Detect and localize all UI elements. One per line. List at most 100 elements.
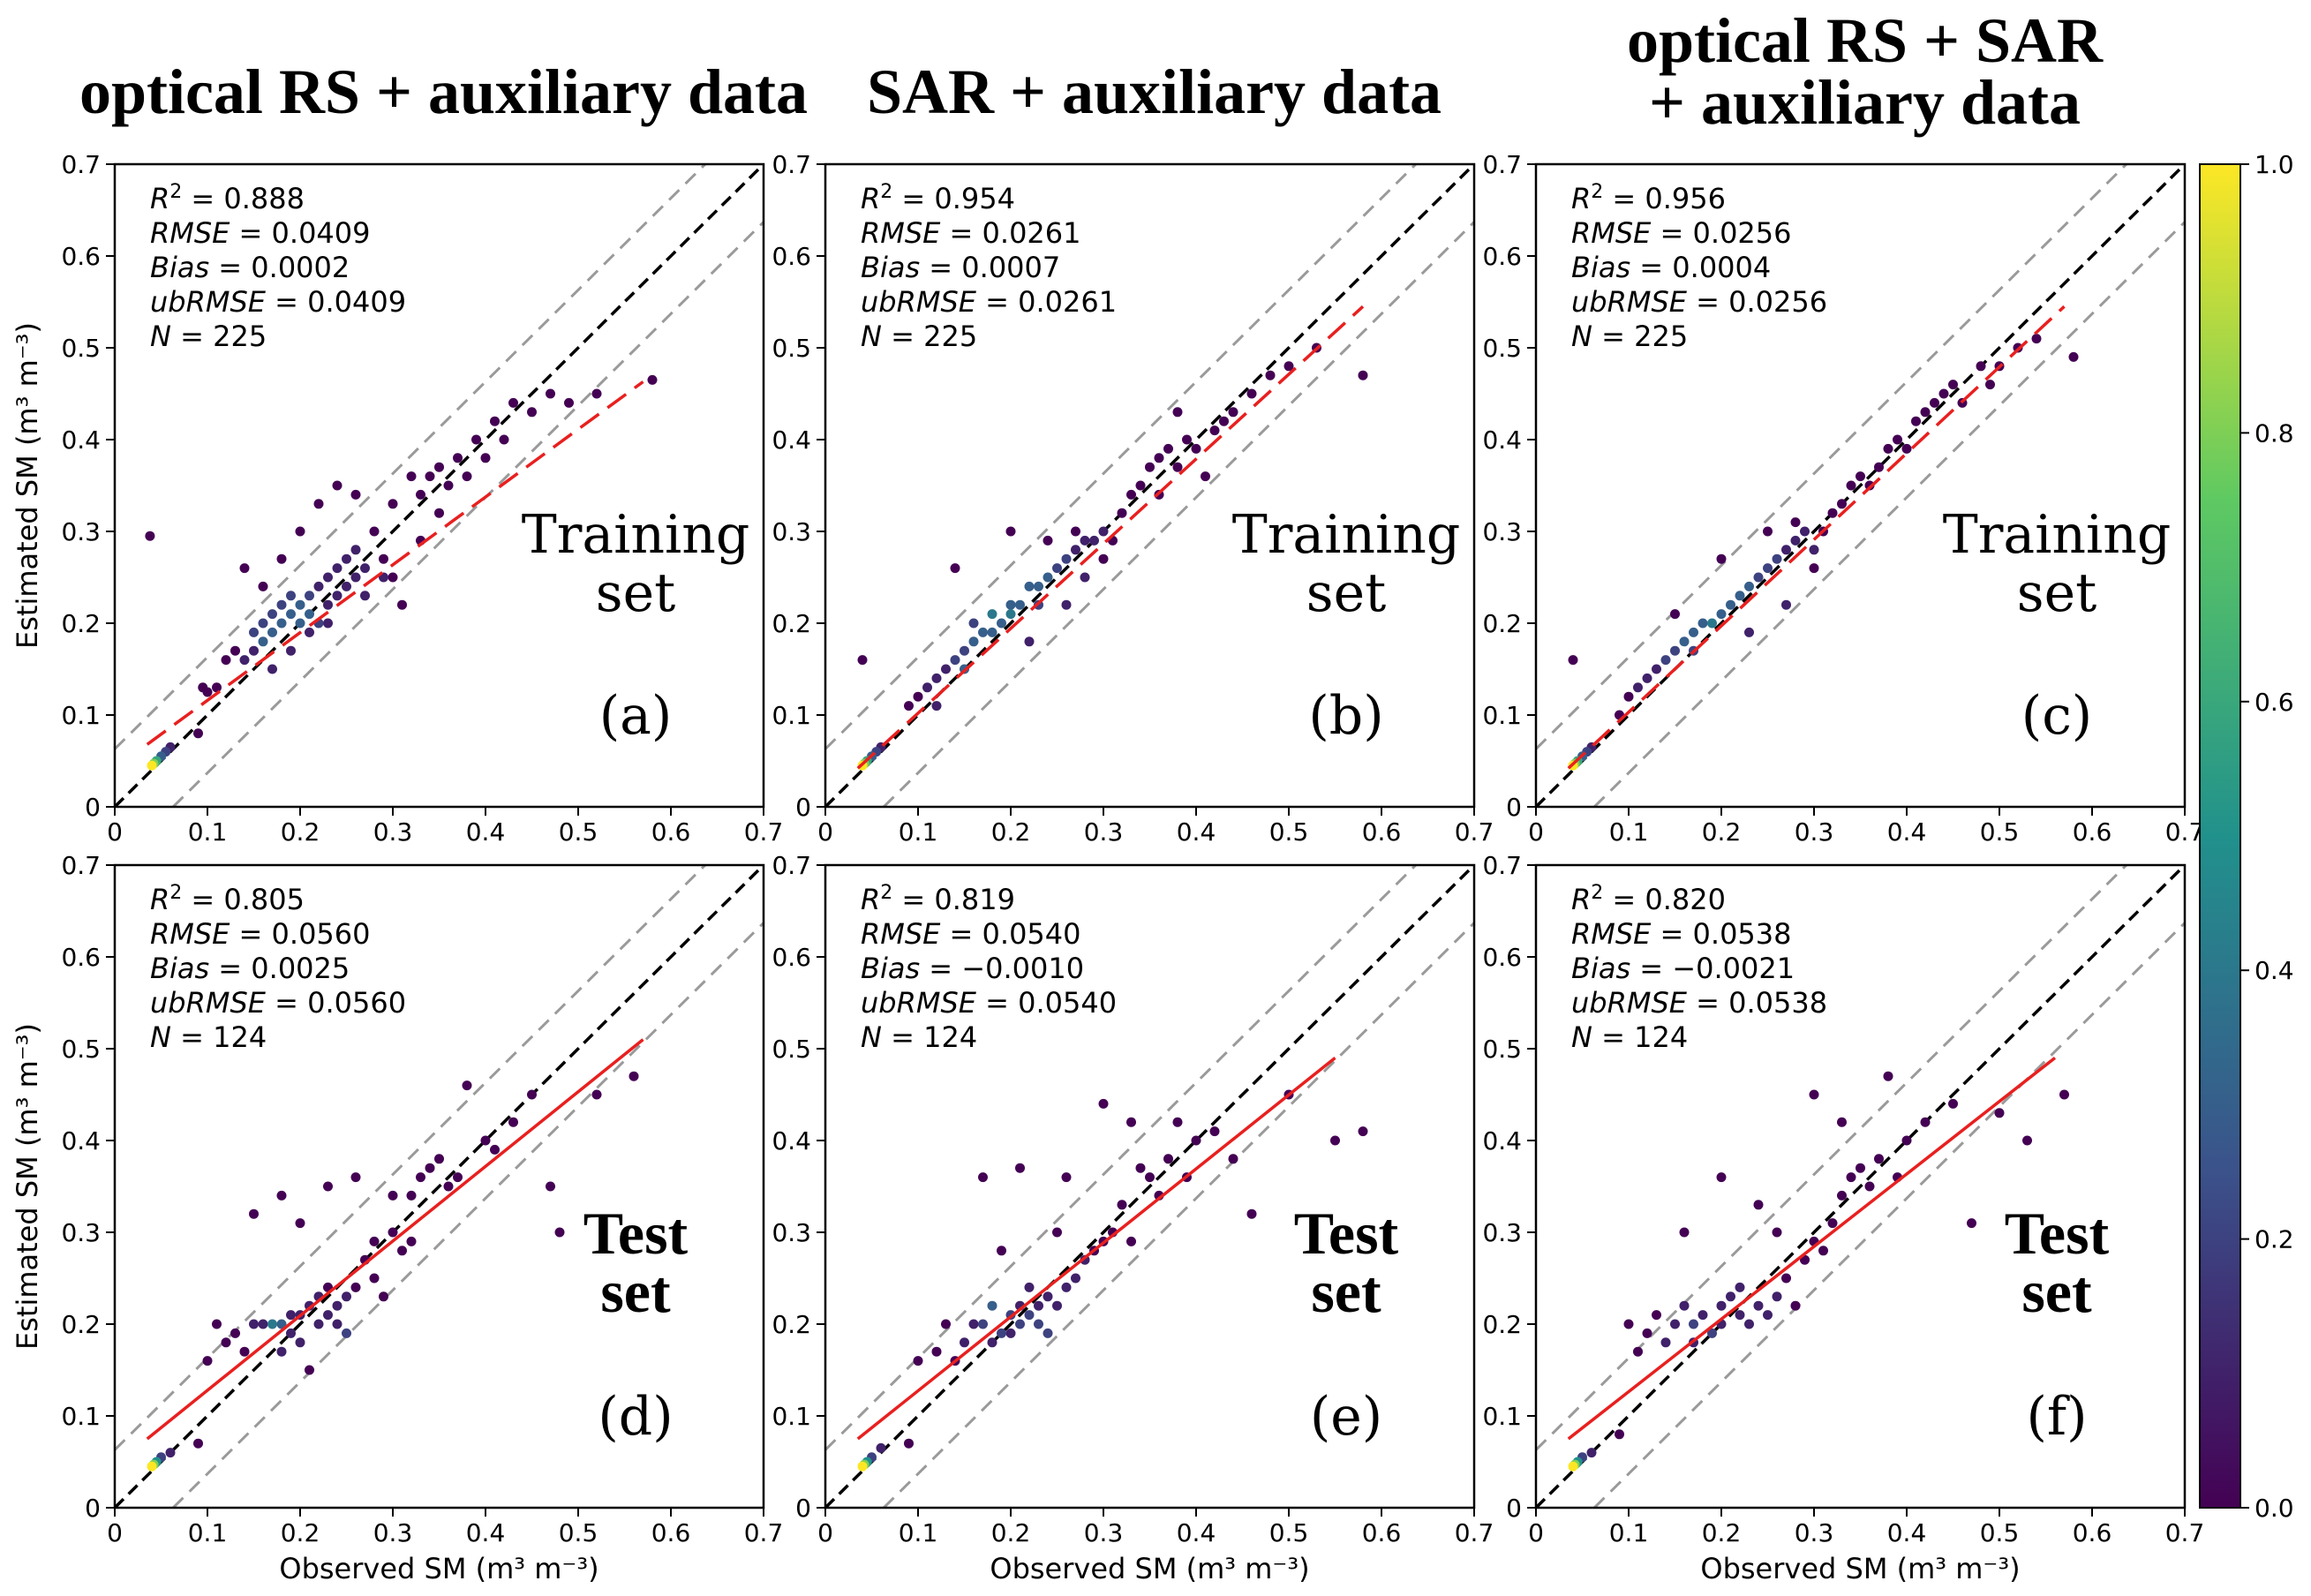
- data-point: [1191, 443, 1201, 454]
- regression-fit-line: [1567, 1057, 2057, 1441]
- x-tick-label: 0: [1528, 1518, 1544, 1547]
- y-tick-label: 0.1: [61, 1402, 101, 1431]
- y-tick-label: 0: [85, 1494, 101, 1523]
- data-point: [490, 416, 500, 426]
- reference-lines: [115, 865, 764, 1508]
- data-point: [931, 1346, 942, 1357]
- data-point: [1948, 1098, 1958, 1109]
- x-tick-label: 0.7: [2165, 1518, 2205, 1547]
- stat-rmse: RMSE = 0.0261: [861, 216, 1081, 250]
- reference-lines: [825, 164, 1474, 807]
- data-point: [332, 1300, 343, 1311]
- plot-frame: [824, 162, 1476, 809]
- data-point: [1358, 370, 1368, 380]
- data-point: [1790, 517, 1801, 528]
- column-title: optical RS + SAR: [1627, 5, 2104, 76]
- data-point: [1024, 636, 1035, 647]
- data-point: [1920, 407, 1931, 418]
- data-point: [527, 407, 537, 418]
- data-point: [1015, 1319, 1025, 1329]
- y-tick-label: 0.4: [772, 1126, 811, 1156]
- y-tick-label: 0.7: [61, 150, 101, 179]
- x-axis-label: Observed SM (m³ m⁻³): [1700, 1552, 2020, 1585]
- data-point: [968, 618, 979, 629]
- data-point: [1005, 1328, 1016, 1338]
- data-point: [1330, 1135, 1340, 1146]
- data-point: [471, 434, 481, 445]
- data-point: [1735, 591, 1745, 601]
- data-point: [1744, 581, 1754, 591]
- stat-r2: R2 = 0.888: [150, 181, 305, 215]
- data-point: [453, 1172, 463, 1183]
- data-point: [987, 627, 997, 637]
- y-tick-label: 0.3: [61, 1218, 101, 1247]
- data-point: [1015, 599, 1025, 610]
- data-point: [1679, 1227, 1690, 1238]
- data-point: [913, 691, 923, 702]
- data-point: [295, 599, 305, 610]
- x-tick-label: 0.1: [899, 1518, 938, 1547]
- stat-ubrmse: ubRMSE = 0.0560: [150, 986, 406, 1020]
- data-point: [1753, 572, 1764, 583]
- stat-r2: R2 = 0.819: [861, 882, 1015, 916]
- data-point: [1061, 1282, 1072, 1292]
- data-point: [1043, 535, 1053, 546]
- data-point: [267, 1319, 277, 1329]
- data-point: [295, 618, 305, 629]
- data-point: [443, 1181, 454, 1192]
- y-tick-label: 0: [1506, 793, 1522, 822]
- x-tick-label: 0.1: [1609, 817, 1649, 847]
- data-point: [323, 1310, 333, 1321]
- y-tick-label: 0.2: [772, 1310, 811, 1339]
- data-point: [1716, 609, 1727, 620]
- data-point: [1790, 535, 1801, 546]
- data-point: [1800, 526, 1810, 537]
- column-titles: optical RS + auxiliary data SAR + auxilia…: [79, 5, 2104, 138]
- data-point: [931, 673, 942, 683]
- data-point: [1716, 1172, 1727, 1183]
- upper-error-bound-line: [115, 164, 706, 750]
- y-tick-label: 0.7: [772, 851, 811, 880]
- data-point: [2022, 1135, 2032, 1146]
- regression-fit-line: [146, 1038, 644, 1441]
- data-point: [1781, 545, 1791, 555]
- data-point: [145, 531, 155, 541]
- panel-letter: (e): [1310, 1386, 1382, 1448]
- x-tick-label: 0.3: [1795, 817, 1834, 847]
- data-point: [406, 1236, 417, 1246]
- colorbar-tick-label: 0.0: [2255, 1494, 2294, 1523]
- data-point: [276, 599, 287, 610]
- x-tick-label: 0: [107, 1518, 123, 1547]
- data-point: [1856, 471, 1865, 482]
- data-point: [388, 572, 398, 583]
- data-point: [305, 609, 314, 620]
- data-point: [647, 374, 658, 385]
- one-to-one-line: [1536, 865, 2185, 1508]
- lower-error-bound-line: [172, 221, 764, 807]
- y-axis-label: Estimated SM (m³ m⁻³): [11, 322, 44, 649]
- set-label-line: set: [2021, 1258, 2092, 1325]
- lower-error-bound-line: [883, 922, 1474, 1508]
- data-point: [295, 1337, 305, 1348]
- lower-error-bound-line: [1593, 922, 2185, 1508]
- stat-rmse: RMSE = 0.0540: [861, 917, 1081, 951]
- colorbar-tick-label: 0.8: [2255, 418, 2294, 448]
- stat-r2: R2 = 0.956: [1571, 181, 1726, 215]
- data-point: [499, 434, 509, 445]
- y-tick-label: 0.3: [1482, 517, 1522, 546]
- data-point: [276, 1346, 287, 1357]
- set-label-line: Test: [1294, 1200, 1399, 1267]
- data-points: [145, 374, 658, 771]
- data-point: [922, 682, 932, 693]
- data-point: [453, 453, 463, 463]
- data-point: [1219, 416, 1229, 426]
- data-point: [1772, 553, 1782, 564]
- stat-ubrmse: ubRMSE = 0.0409: [150, 285, 406, 319]
- x-tick-label: 0.6: [1362, 1518, 1402, 1547]
- data-points: [1568, 334, 2079, 771]
- x-tick-label: 0.4: [1887, 1518, 1927, 1547]
- column-title: optical RS + auxiliary data: [79, 56, 808, 127]
- data-point: [286, 1328, 296, 1338]
- x-tick-label: 0.6: [651, 1518, 691, 1547]
- data-point: [1098, 1098, 1109, 1109]
